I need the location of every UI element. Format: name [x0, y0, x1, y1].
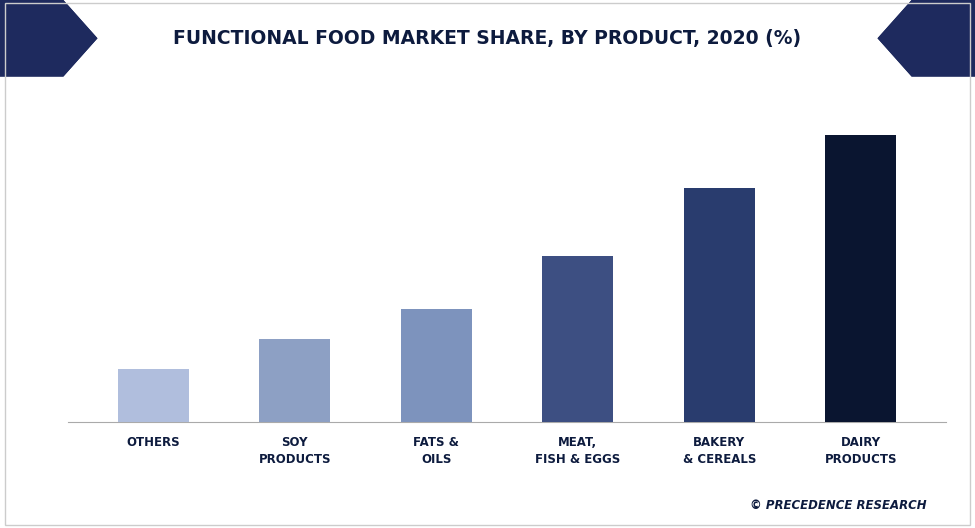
Bar [401, 309, 472, 422]
Text: FUNCTIONAL FOOD MARKET SHARE, BY PRODUCT, 2020 (%): FUNCTIONAL FOOD MARKET SHARE, BY PRODUCT… [174, 29, 801, 48]
Bar [826, 135, 896, 422]
Bar [259, 340, 331, 422]
Text: © PRECEDENCE RESEARCH: © PRECEDENCE RESEARCH [750, 499, 926, 512]
Bar [118, 370, 188, 422]
Bar [542, 256, 613, 422]
Bar [683, 188, 755, 422]
